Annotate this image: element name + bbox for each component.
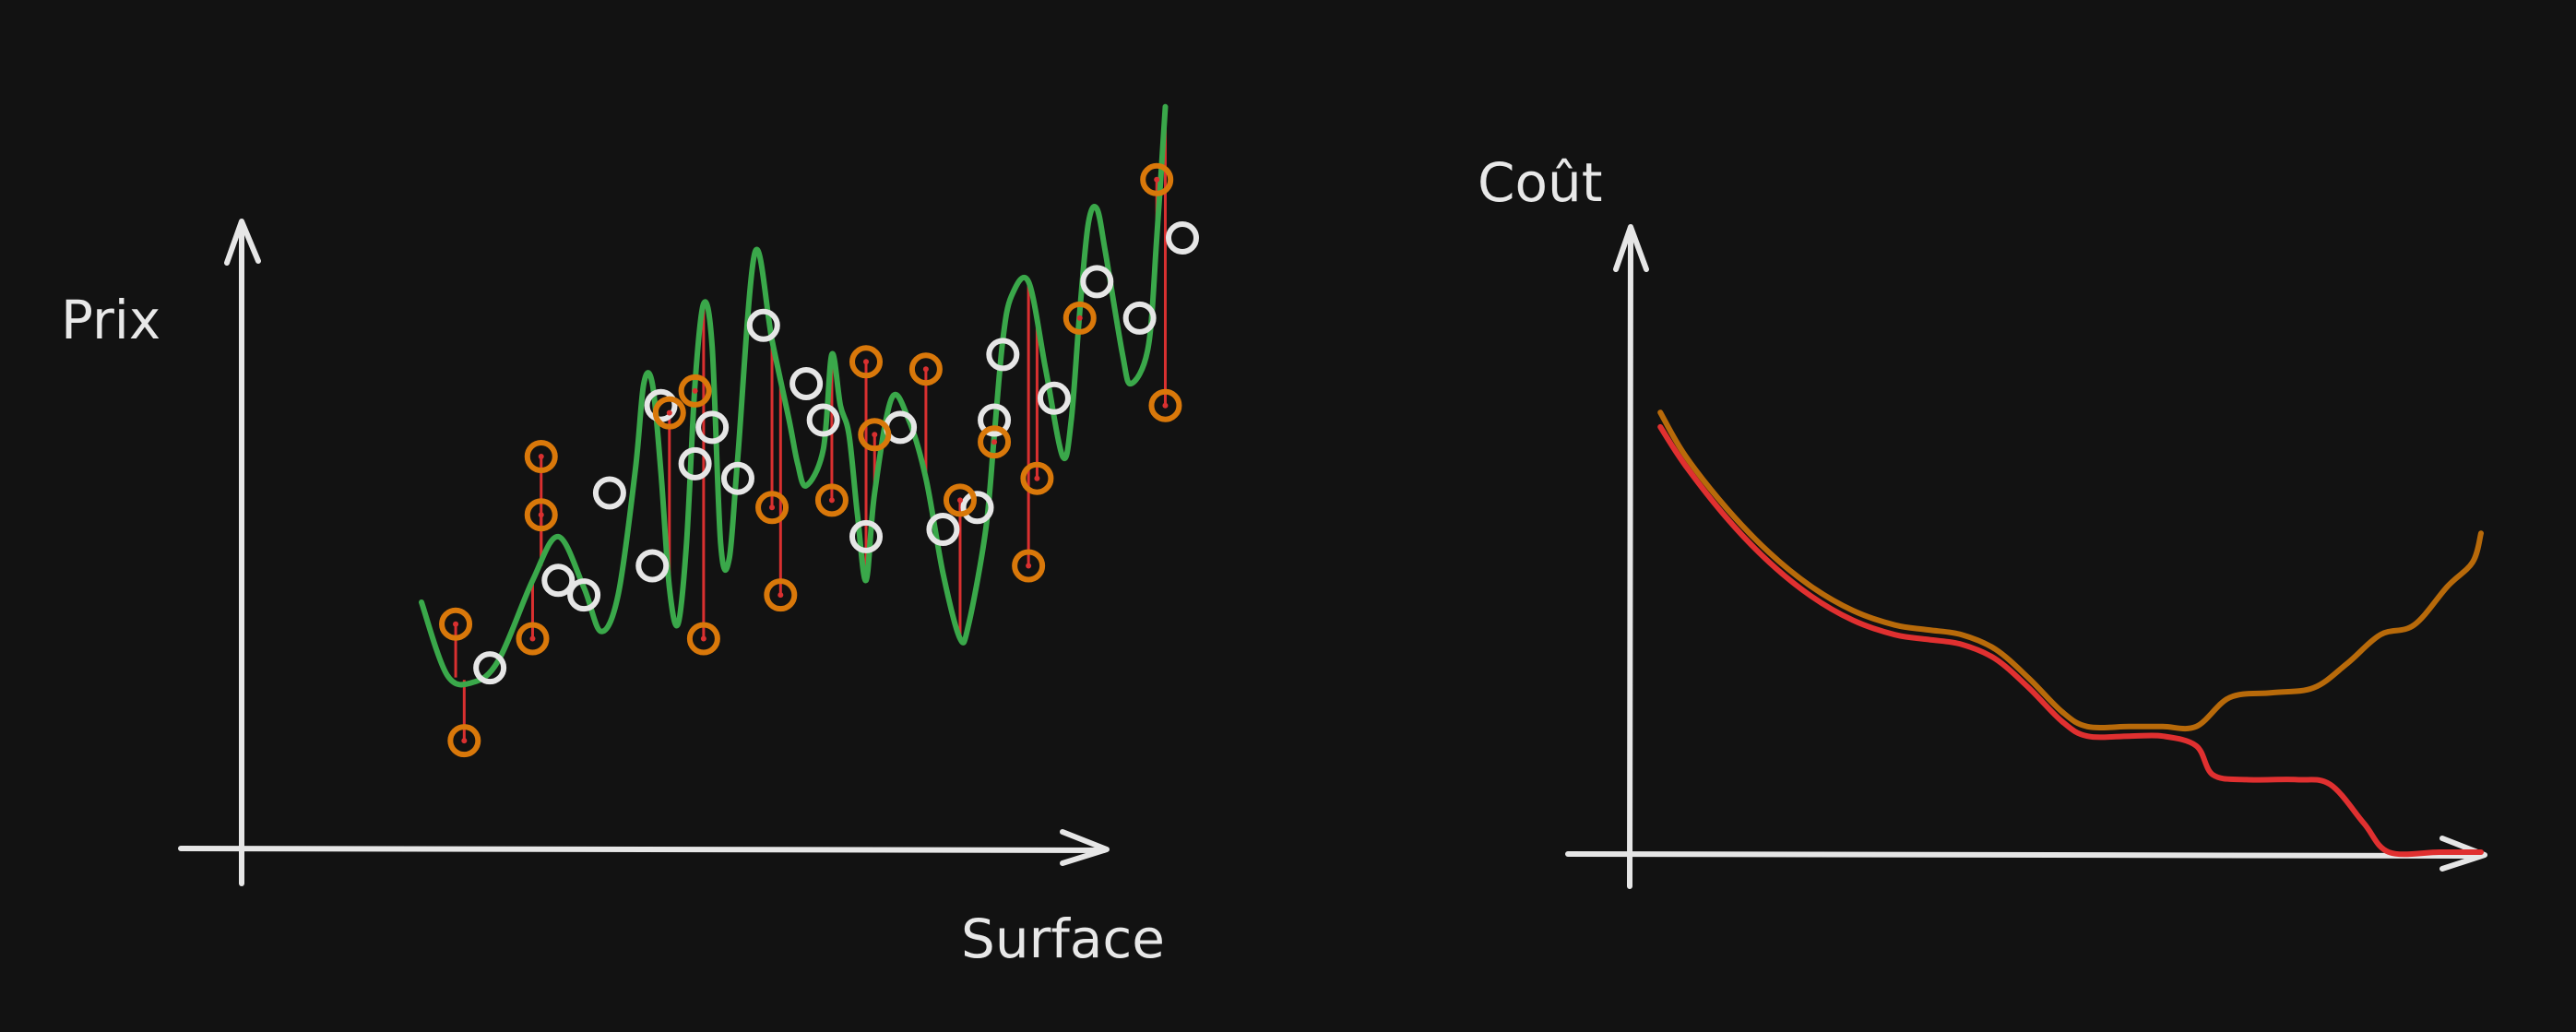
test-point-center (1034, 475, 1040, 481)
right-x-axis (1565, 836, 2487, 872)
test-point-center (1076, 314, 1083, 321)
training-point (1080, 265, 1114, 299)
train-cost-curve (1657, 423, 2484, 858)
left-x-axis-label: Surface (961, 907, 1165, 970)
test-point (1020, 461, 1054, 495)
test-point (524, 498, 558, 532)
test-point-center (778, 592, 784, 599)
test-point (439, 607, 473, 641)
test-point (943, 483, 977, 517)
test-point (1140, 162, 1174, 196)
training-point (1037, 381, 1071, 415)
test-point (678, 374, 712, 408)
test-point-center (863, 359, 870, 365)
training-point (678, 446, 712, 480)
test-point-center (828, 497, 835, 504)
test-points (439, 162, 1182, 758)
training-point (849, 519, 884, 553)
training-point (960, 491, 994, 525)
left-x-axis (178, 829, 1110, 866)
training-point (541, 563, 576, 598)
test-point-center (461, 738, 468, 744)
test-point-center (991, 439, 998, 445)
test-point-center (666, 409, 672, 416)
test-point (849, 345, 884, 379)
test-point-center (538, 512, 544, 518)
test-point (1148, 388, 1182, 422)
test-point-center (1154, 176, 1160, 183)
training-point (473, 651, 507, 685)
test-point-center (922, 366, 929, 373)
overfit-curve (419, 103, 1169, 688)
cost-chart: Coût (1478, 151, 2487, 889)
training-point (635, 549, 670, 583)
test-point-center (692, 387, 698, 394)
test-point-center (769, 504, 776, 511)
training-point (789, 367, 824, 400)
right-y-axis-label: Coût (1478, 151, 1602, 214)
training-point (978, 403, 1012, 437)
test-point (652, 396, 686, 430)
training-point (986, 338, 1020, 372)
test-point (447, 724, 481, 758)
training-point (592, 476, 626, 510)
test-point (858, 418, 892, 452)
test-point (686, 622, 720, 656)
test-point (1012, 549, 1046, 583)
left-y-axis-label: Prix (61, 289, 160, 351)
test-point-center (872, 432, 878, 438)
right-y-axis (1613, 224, 1649, 889)
price-surface-chart: Prix Surface (61, 103, 1199, 970)
training-point (1166, 221, 1199, 255)
test-point-center (700, 635, 706, 642)
training-points (473, 221, 1199, 685)
test-point (814, 483, 849, 517)
test-point (978, 425, 1012, 459)
test-point (524, 440, 558, 473)
training-point (695, 410, 730, 445)
training-point (1122, 301, 1157, 335)
test-point (516, 622, 550, 656)
test-point-center (1162, 402, 1169, 409)
training-point (567, 578, 601, 612)
test-cost-curve (1657, 409, 2484, 732)
test-point-center (453, 621, 459, 627)
test-point-center (529, 635, 536, 642)
test-point (764, 578, 798, 612)
training-point (720, 461, 754, 495)
training-point (806, 403, 840, 437)
test-point (755, 491, 789, 525)
left-y-axis (224, 219, 261, 886)
training-point (746, 308, 780, 342)
training-point (644, 388, 678, 422)
test-point-center (956, 497, 963, 504)
test-point (1062, 301, 1097, 335)
training-point (926, 513, 960, 546)
test-point-center (538, 454, 544, 459)
test-point (908, 352, 943, 386)
test-point-center (1026, 563, 1032, 569)
